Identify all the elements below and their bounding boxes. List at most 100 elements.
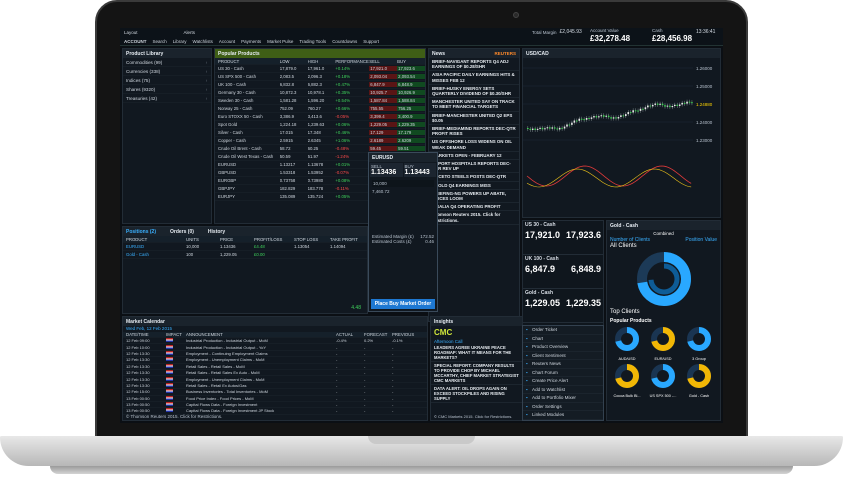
buy-price[interactable]: 59.51 bbox=[397, 146, 425, 151]
buy-price[interactable]: 1,588.84 bbox=[397, 98, 425, 103]
tab-positions[interactable]: Positions (2) bbox=[126, 228, 157, 235]
menu-support[interactable]: Support bbox=[363, 39, 379, 44]
sell-price-box[interactable]: SELL 1.13436 bbox=[370, 163, 403, 177]
tab-combined[interactable]: Combined bbox=[653, 231, 674, 236]
sell-price[interactable]: 1,229.05 bbox=[369, 122, 398, 127]
quantity-field[interactable]: 10,000 bbox=[372, 180, 434, 187]
calendar-row[interactable]: 13 Feb 00:50 Capital Flows Data - Foreign… bbox=[123, 408, 427, 415]
quote-tile[interactable]: Gold - Cash 1,229.05 1,229.35 bbox=[523, 289, 603, 323]
popular-product-donut[interactable]: US SPX 500 -... bbox=[645, 363, 681, 398]
quote-buy[interactable]: 6,848.9 bbox=[570, 264, 601, 274]
product-row[interactable]: Crude Oil Brent - Cash 58.72 60.25 -0.48% 59… bbox=[215, 145, 425, 153]
candlestick-chart[interactable]: 1.26000 1.25000 1.24880 1.24000 1.23000 bbox=[523, 58, 721, 218]
layout-menu[interactable]: Layout bbox=[124, 30, 138, 35]
calendar-row[interactable]: 12 Feb 13:30 Retail Sales - Retail Ex Aut… bbox=[123, 382, 427, 390]
popular-product-donut[interactable]: Gold - Cash bbox=[681, 363, 717, 398]
buy-price[interactable]: 3,400.9 bbox=[397, 114, 425, 119]
calendar-row[interactable]: 12 Feb 13:30 Employment - Continuing Empl… bbox=[123, 350, 427, 358]
context-menu-item[interactable]: ▪ Order Ticket bbox=[523, 326, 603, 335]
popular-product-donut[interactable]: EUR/USD bbox=[645, 326, 681, 361]
library-category[interactable]: Currencies (338) › bbox=[123, 67, 211, 76]
calendar-row[interactable]: 12 Feb 09:00 Industrial Production - Indu… bbox=[123, 338, 427, 345]
context-menu-item[interactable]: ▪ Chart bbox=[523, 335, 603, 343]
buy-price[interactable]: 1,229.35 bbox=[397, 122, 425, 127]
menu-market-pulse[interactable]: Market Pulse bbox=[267, 39, 294, 44]
product-row[interactable]: Germany 30 - Cash 10,872.3 10,978.1 +0.35% 1… bbox=[215, 89, 425, 97]
news-item[interactable]: BRIEFING-NG POWERS UP ABATE, PRICES LOOM bbox=[429, 190, 519, 204]
context-menu-item[interactable]: ▪ Product Overview bbox=[523, 343, 603, 352]
news-item[interactable]: REPORT HOSPITALS REPORTS DEC-QTR REV UP bbox=[429, 160, 519, 174]
library-category[interactable]: Treasuries (42) › bbox=[123, 94, 211, 103]
calendar-row[interactable]: 12 Feb 13:30 Employment - Unemployment Cl… bbox=[123, 357, 427, 364]
context-menu-item[interactable]: ▪ Add to Portfolio Mixer bbox=[523, 394, 603, 403]
buy-price[interactable]: 756.25 bbox=[397, 106, 425, 111]
calendar-footer[interactable]: © Thomson Reuters 2015. Click for Restri… bbox=[126, 414, 223, 419]
news-item[interactable]: MARKETS OPEN - FEBRUARY 12 bbox=[429, 152, 519, 161]
calendar-row[interactable]: 12 Feb 13:30 Employment - Unemployment Cl… bbox=[123, 376, 427, 383]
sell-price[interactable]: 59.45 bbox=[369, 146, 398, 151]
buy-price[interactable]: 17,923.6 bbox=[397, 66, 425, 71]
library-category[interactable]: Commodities (99) › bbox=[123, 58, 211, 67]
buy-price[interactable]: 2,093.54 bbox=[397, 74, 425, 79]
quote-sell[interactable]: 6,847.9 bbox=[525, 264, 556, 274]
menu-trading-tools[interactable]: Trading Tools bbox=[299, 39, 327, 44]
sell-price[interactable]: 1,587.84 bbox=[369, 98, 398, 103]
take-profit[interactable]: 1.14094 bbox=[330, 244, 346, 249]
news-item[interactable]: VISALIA Q4 OPERATING PROFIT bbox=[429, 203, 519, 212]
calendar-row[interactable]: 12 Feb 13:30 Retail Sales - Retail Sales … bbox=[123, 363, 427, 370]
sell-price[interactable]: 6,847.9 bbox=[369, 82, 398, 87]
menu-countdowns[interactable]: Countdowns bbox=[332, 39, 358, 44]
menu-account[interactable]: Account bbox=[218, 39, 236, 44]
product-row[interactable]: Silver - Cash 17.015 17.348 +0.46% 17.129 17.… bbox=[215, 129, 425, 137]
product-row[interactable]: Euro STOXX 50 - Cash 3,386.9 3,413.6 -0.05%… bbox=[215, 113, 425, 121]
quote-buy[interactable]: 1,229.35 bbox=[565, 298, 601, 308]
menu-payments[interactable]: Payments bbox=[241, 39, 262, 44]
insight-item[interactable]: SPECIAL REPORT: COMPANY RESULTS TO PROVI… bbox=[431, 362, 523, 385]
buy-price-box[interactable]: BUY 1.13443 bbox=[403, 163, 436, 177]
quote-tile[interactable]: UK 100 - Cash 6,847.9 6,848.9 bbox=[523, 255, 603, 289]
quote-buy[interactable]: 17,923.6 bbox=[565, 230, 601, 240]
sell-price[interactable]: 2,093.04 bbox=[369, 74, 398, 79]
library-category[interactable]: Indices (75) › bbox=[123, 76, 211, 85]
news-item[interactable]: EBOLD Q4 EARNINGS MISS bbox=[429, 182, 519, 190]
product-row[interactable]: UK 100 - Cash 6,832.8 6,882.3 +0.47% 6,847.9… bbox=[215, 81, 425, 89]
buy-price[interactable]: 6,848.9 bbox=[397, 82, 425, 87]
context-menu-item[interactable]: ▪ Chart Forum bbox=[523, 369, 603, 377]
sell-price[interactable]: 17.129 bbox=[369, 130, 398, 135]
menu-watchlists[interactable]: Watchlists bbox=[192, 39, 213, 44]
calendar-row[interactable]: 12 Feb 13:30 Retail Sales - Retail Sales … bbox=[123, 370, 427, 377]
quote-sell[interactable]: 17,921.0 bbox=[525, 230, 561, 240]
sentiment-donut[interactable] bbox=[607, 249, 721, 309]
sell-price[interactable]: 17,921.0 bbox=[369, 66, 398, 71]
product-row[interactable]: Norway 25 - Cash 752.09 760.27 +0.66% 755.55… bbox=[215, 105, 425, 113]
library-category[interactable]: Shares (9320) › bbox=[123, 85, 211, 94]
context-menu-item[interactable]: ▪ Add to Watchlist bbox=[523, 386, 603, 394]
sell-price[interactable]: 3,399.4 bbox=[369, 114, 398, 119]
position-row[interactable]: EURUSD 10,000 1.13436 £4.48 1.13054 1.14094 bbox=[123, 243, 367, 251]
news-item[interactable]: BRIEF-HUSKY ENERGY SETS QUARTERLY DIVIDE… bbox=[429, 85, 519, 99]
stop-loss[interactable]: 1.13054 bbox=[294, 244, 310, 249]
product-row[interactable]: Spot Gold 1,224.18 1,239.63 +0.06% 1,229.05 1… bbox=[215, 121, 425, 129]
insight-item[interactable]: DATA ALERT: OIL DROPS AGAIN ON EXCEED ST… bbox=[431, 385, 523, 403]
calendar-row[interactable]: 12 Feb 10:00 Industrial Production - Indu… bbox=[123, 344, 427, 351]
tab-orders[interactable]: Orders (0) bbox=[170, 228, 194, 235]
news-item[interactable]: DUCETO STEELS POSTS DEC-QTR bbox=[429, 173, 519, 182]
popular-product-donut[interactable]: 3 Group bbox=[681, 326, 717, 361]
insights-footer[interactable]: © CMC Markets 2015. Click for Restrictio… bbox=[434, 414, 513, 419]
quote-sell[interactable]: 1,229.05 bbox=[525, 298, 561, 308]
context-menu-item[interactable]: ▪ Create Price Alert bbox=[523, 377, 603, 386]
buy-price[interactable]: 17.179 bbox=[397, 130, 425, 135]
quote-tile[interactable]: US 30 - Cash 17,921.0 17,923.6 bbox=[523, 221, 603, 255]
place-order-button[interactable]: Place Buy Market Order bbox=[371, 299, 435, 309]
buy-price[interactable]: 10,926.9 bbox=[397, 90, 425, 95]
news-item[interactable]: BRIEF-MEDIAMIND REPORTS DEC-QTR PROFIT R… bbox=[429, 125, 519, 139]
context-menu-item[interactable]: ▪ Linked Modules bbox=[523, 411, 603, 420]
popular-product-donut[interactable]: Cocoa Bulk Bl... bbox=[609, 363, 645, 398]
news-item[interactable]: BRIEF-NAVIGANT REPORTS Q4 ADJ EARNINGS O… bbox=[429, 58, 519, 72]
news-item[interactable]: US OFFSHORE LOSS WIDENS ON OIL WEAK DEMA… bbox=[429, 138, 519, 152]
context-menu-item[interactable]: ▪ Order Settings bbox=[523, 403, 603, 411]
menu-search[interactable]: Search bbox=[152, 39, 167, 44]
popular-product-donut[interactable]: AUD/USD bbox=[609, 326, 645, 361]
product-row[interactable]: US SPX 500 - Cash 2,083.5 2,096.3 +0.18% 2,0… bbox=[215, 73, 425, 81]
product-row[interactable]: Sweden 30 - Cash 1,581.28 1,596.20 +0.54% 1,… bbox=[215, 97, 425, 105]
